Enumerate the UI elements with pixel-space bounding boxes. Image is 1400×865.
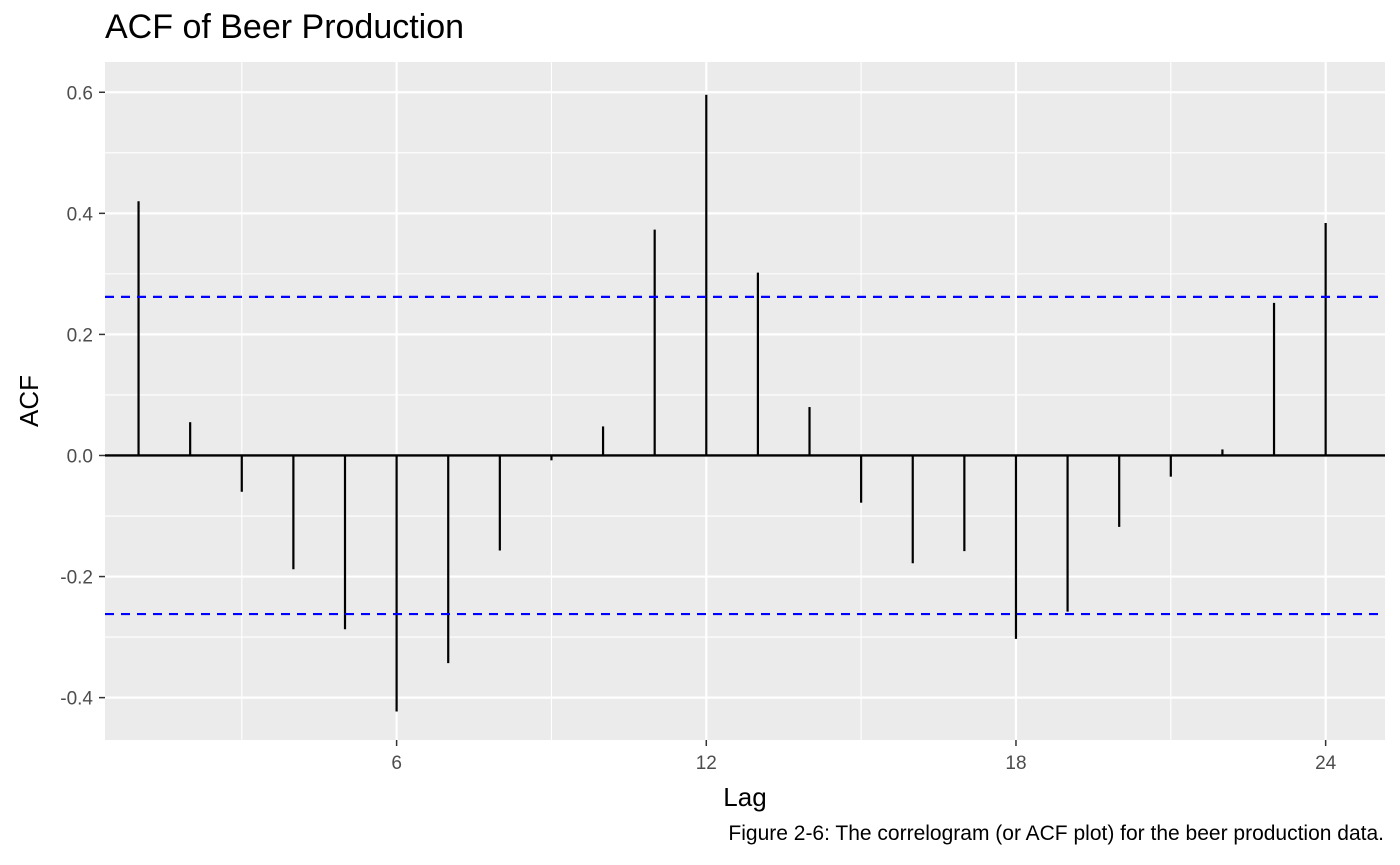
x-tick-label: 24 xyxy=(1315,753,1337,774)
x-axis-title: Lag xyxy=(723,782,766,812)
y-axis-title: ACF xyxy=(14,375,44,427)
chart-title: ACF of Beer Production xyxy=(105,8,465,46)
confidence-bounds xyxy=(105,295,1385,616)
acf-bars xyxy=(137,94,1327,712)
plot-panel xyxy=(105,62,1385,740)
y-tick-label: -0.2 xyxy=(60,568,93,589)
x-tick-label: 12 xyxy=(696,753,717,774)
y-tick-label: -0.4 xyxy=(60,689,93,710)
x-tick-label: 18 xyxy=(1005,753,1026,774)
y-tick-label: 0.2 xyxy=(67,325,93,346)
x-tick-label: 6 xyxy=(391,753,402,774)
y-tick-label: 0.0 xyxy=(67,446,93,467)
minor-gridlines xyxy=(105,62,1385,740)
y-axis: -0.4 -0.2 0.0 0.2 0.4 0.6 xyxy=(60,83,105,710)
y-tick-label: 0.6 xyxy=(67,83,93,104)
x-axis: 6 12 18 24 xyxy=(391,740,1337,774)
y-tick-label: 0.4 xyxy=(67,204,94,225)
figure-caption: Figure 2-6: The correlogram (or ACF plot… xyxy=(728,822,1384,845)
